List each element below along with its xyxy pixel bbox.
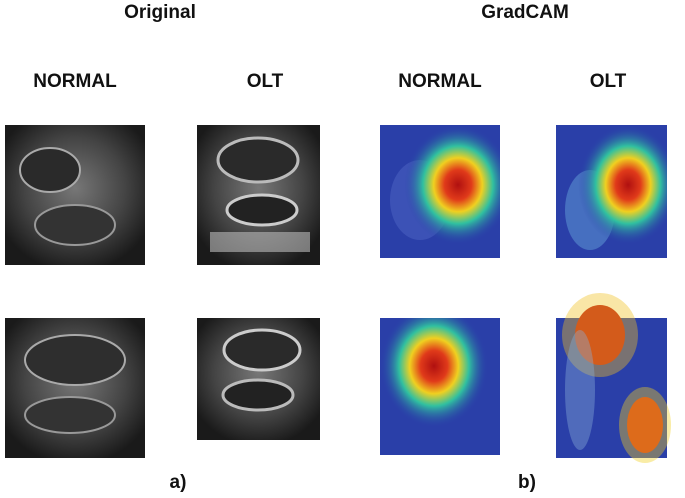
column-label: OLT xyxy=(590,71,627,92)
mri-image xyxy=(197,125,320,265)
column-label: NORMAL xyxy=(33,71,117,92)
gradcam-image xyxy=(556,125,667,258)
header-original: Original xyxy=(124,2,196,23)
gradcam-image xyxy=(380,125,500,258)
column-label: NORMAL xyxy=(398,71,482,92)
gradcam-image xyxy=(380,318,500,455)
panel-label: a) xyxy=(170,472,187,493)
mri-image xyxy=(5,125,145,265)
column-label: OLT xyxy=(247,71,284,92)
mri-image xyxy=(197,318,320,440)
panel-label: b) xyxy=(518,472,536,493)
mri-image xyxy=(5,318,145,458)
gradcam-image xyxy=(556,293,671,463)
header-gradcam: GradCAM xyxy=(481,2,569,23)
